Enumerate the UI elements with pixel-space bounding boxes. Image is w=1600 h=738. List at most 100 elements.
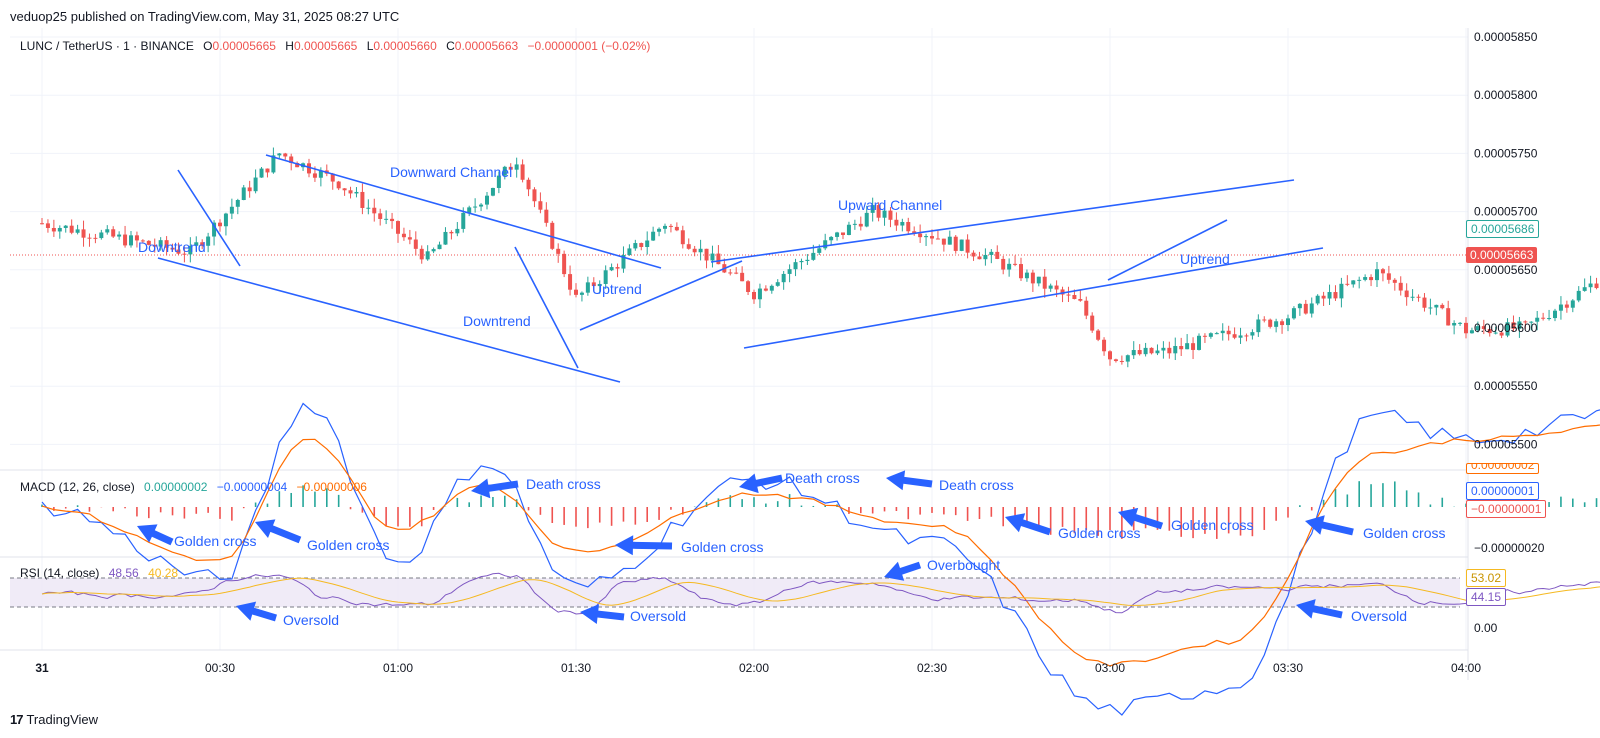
candle-body bbox=[152, 244, 157, 247]
candle-body bbox=[194, 242, 199, 246]
candle-body bbox=[241, 187, 246, 201]
macd-line bbox=[41, 402, 1600, 716]
downtrend-line-1 bbox=[177, 169, 241, 267]
candle-body bbox=[1066, 294, 1071, 296]
candle-body bbox=[1048, 285, 1053, 289]
macd-title: MACD (12, 26, close) bbox=[20, 480, 135, 494]
candle-body bbox=[1191, 343, 1196, 350]
brand[interactable]: 17 TradingView bbox=[10, 712, 98, 727]
candle-body bbox=[1434, 304, 1439, 308]
candle-body bbox=[1547, 318, 1552, 320]
candle-body bbox=[312, 173, 317, 178]
candle-body bbox=[384, 218, 389, 220]
label-oversold-1: Oversold bbox=[283, 612, 339, 628]
rsi-badge-purple: 44.15 bbox=[1466, 588, 1507, 606]
time-tick: 01:00 bbox=[383, 661, 413, 675]
candle-body bbox=[229, 206, 234, 214]
candle-body bbox=[538, 201, 543, 210]
candle-body bbox=[692, 248, 697, 253]
macd-signal-value: −0.00000006 bbox=[296, 480, 367, 494]
candle-body bbox=[912, 231, 917, 234]
macd-legend: MACD (12, 26, close) 0.00000002 −0.00000… bbox=[20, 480, 373, 494]
candle-body bbox=[206, 236, 211, 246]
annotation-arrow-icon bbox=[884, 561, 922, 581]
candle-body bbox=[645, 240, 650, 247]
low-value: 0.00005660 bbox=[373, 39, 437, 53]
candle-body bbox=[372, 207, 377, 214]
candle-body bbox=[69, 225, 74, 233]
candle-body bbox=[615, 267, 620, 269]
candle-body bbox=[716, 253, 721, 265]
candle-body bbox=[1060, 289, 1065, 295]
candle-body bbox=[1493, 332, 1498, 334]
change-value: −0.00000001 (−0.02%) bbox=[527, 39, 651, 53]
candle-body bbox=[1197, 335, 1201, 350]
candle-body bbox=[651, 231, 656, 241]
candle-body bbox=[111, 229, 116, 237]
candle-body bbox=[953, 236, 958, 251]
annotation-arrow-icon bbox=[1296, 599, 1343, 619]
high-label: H bbox=[285, 39, 294, 53]
candle-body bbox=[900, 221, 905, 226]
candle-body bbox=[1475, 326, 1480, 331]
candle-body bbox=[235, 200, 240, 207]
tradingview-logo-icon: 17 bbox=[10, 712, 24, 727]
candle-body bbox=[1232, 334, 1237, 338]
candle-body bbox=[787, 269, 792, 274]
candle-body bbox=[1250, 332, 1255, 336]
candle-body bbox=[603, 270, 608, 284]
candle-body bbox=[1321, 295, 1326, 299]
candle-body bbox=[223, 213, 228, 227]
candle-body bbox=[1380, 269, 1385, 274]
label-golden-cross-6: Golden cross bbox=[1363, 525, 1445, 541]
candle-body bbox=[140, 240, 145, 242]
candle-body bbox=[1030, 272, 1035, 284]
label-golden-cross-1: Golden cross bbox=[174, 533, 256, 549]
candle-body bbox=[1452, 322, 1457, 326]
candle-body bbox=[45, 223, 50, 228]
trendlines bbox=[157, 154, 1324, 383]
candle-body bbox=[562, 253, 567, 275]
candle-body bbox=[1582, 287, 1587, 291]
macd-line-value: −0.00000004 bbox=[216, 480, 288, 494]
candle-body bbox=[164, 240, 169, 248]
candle-body bbox=[508, 166, 513, 170]
candle-body bbox=[1558, 304, 1563, 311]
price-badge-last: 0.00005663 bbox=[1466, 247, 1538, 263]
candle-body bbox=[259, 168, 264, 178]
rsi-badge-yellow: 53.02 bbox=[1466, 569, 1507, 587]
label-downtrend-2: Downtrend bbox=[463, 313, 531, 329]
candle-body bbox=[1392, 279, 1397, 283]
candle-body bbox=[467, 207, 472, 213]
annotation-arrow-icon bbox=[471, 478, 519, 499]
candle-body bbox=[1286, 318, 1290, 326]
candle-body bbox=[752, 291, 756, 300]
candle-body bbox=[977, 256, 982, 260]
candle-body bbox=[455, 228, 460, 234]
macd-badge-red: −0.00000001 bbox=[1466, 500, 1547, 518]
candle-body bbox=[87, 237, 92, 239]
publish-line: veduop25 published on TradingView.com, M… bbox=[10, 9, 400, 24]
macd-histogram bbox=[41, 481, 1598, 539]
candle-body bbox=[431, 249, 436, 252]
candle-body bbox=[277, 153, 282, 156]
uptrend-line-1 bbox=[579, 260, 743, 331]
candle-body bbox=[888, 210, 893, 220]
price-tick: 0.00005550 bbox=[1474, 379, 1538, 393]
candle-body bbox=[1202, 335, 1207, 337]
candle-body bbox=[1161, 347, 1166, 351]
candle-body bbox=[1113, 359, 1118, 362]
candle-body bbox=[63, 225, 68, 228]
open-label: O bbox=[203, 39, 213, 53]
label-downtrend-1: Downtrend bbox=[138, 239, 206, 255]
time-axis: 31 00:30 01:00 01:30 02:00 02:30 03:00 03:30 04:… bbox=[35, 661, 1481, 675]
candle-body bbox=[307, 163, 311, 174]
candle-body bbox=[852, 223, 857, 225]
candle-body bbox=[740, 272, 745, 282]
candle-body bbox=[1096, 330, 1101, 340]
time-tick: 03:00 bbox=[1095, 661, 1125, 675]
downtrend-line-2 bbox=[514, 246, 579, 369]
candle-body bbox=[1446, 308, 1451, 326]
candle-body bbox=[1416, 296, 1421, 298]
candle-body bbox=[1024, 272, 1029, 279]
